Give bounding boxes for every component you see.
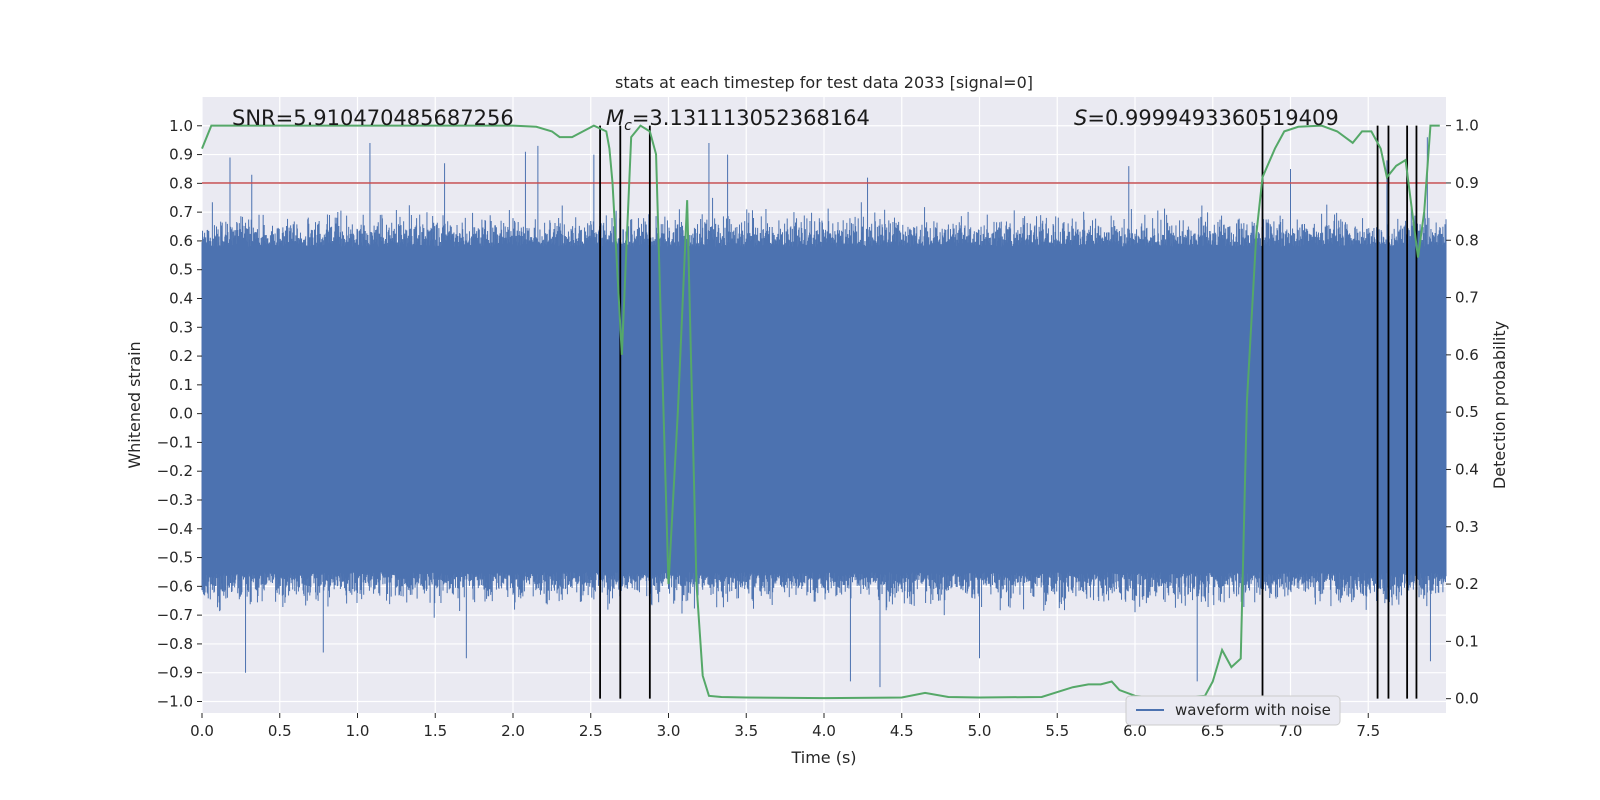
- y-left-tick-label: −0.2: [157, 462, 193, 480]
- y-right-tick-label: 0.0: [1455, 690, 1479, 708]
- x-tick-label: 1.5: [423, 722, 447, 740]
- y-right-tick-label: 0.5: [1455, 403, 1479, 421]
- y-axis-left-label: Whitened strain: [125, 341, 144, 468]
- event-markers: [599, 125, 1418, 699]
- y-left-tick-label: −0.7: [157, 606, 193, 624]
- chirp-mass-symbol: M: [606, 106, 624, 130]
- y-right-tick-label: 0.4: [1455, 460, 1479, 478]
- y-right-tick-label: 0.9: [1455, 174, 1479, 192]
- chirp-mass-annotation: Mc=3.131113052368164: [606, 106, 870, 134]
- chirp-mass-value: =3.131113052368164: [632, 106, 870, 130]
- x-tick-label: 5.0: [968, 722, 992, 740]
- y-left-tick-label: 0.6: [169, 232, 193, 250]
- y-left-tick-label: −0.4: [157, 520, 193, 538]
- snr-annotation: SNR=5.910470485687256: [232, 106, 514, 130]
- x-tick-label: 7.5: [1356, 722, 1380, 740]
- y-left-tick-label: 0.1: [169, 376, 193, 394]
- y-left-tick-label: −0.5: [157, 549, 193, 567]
- y-left-tick-label: −0.9: [157, 664, 193, 682]
- x-tick-label: 3.0: [657, 722, 681, 740]
- y-left-tick-label: 0.4: [169, 289, 193, 307]
- chart-title: stats at each timestep for test data 203…: [615, 73, 1033, 92]
- y-left-tick-label: −0.3: [157, 491, 193, 509]
- x-tick-label: 2.0: [501, 722, 525, 740]
- y-right-tick-label: 1.0: [1455, 117, 1479, 135]
- x-tick-label: 1.0: [346, 722, 370, 740]
- x-axis-ticks: 0.0 0.5 1.0 1.5 2.0 2.5 3.0 3.5 4.0 4.5 5.0 5.5 6.0 6…: [190, 713, 1380, 740]
- score-annotation: S=0.9999493360519409: [1074, 106, 1339, 130]
- x-tick-label: 6.5: [1201, 722, 1225, 740]
- y-left-tick-label: −0.1: [157, 433, 193, 451]
- y-axis-left-ticks: 1.0 0.9 0.8 0.7 0.6 0.5 0.4 0.3 0.2 0.1 0.0 −0.1 −0.…: [157, 117, 202, 710]
- y-left-tick-label: 1.0: [169, 117, 193, 135]
- y-right-tick-label: 0.1: [1455, 632, 1479, 650]
- y-right-tick-label: 0.6: [1455, 346, 1479, 364]
- score-value: =0.9999493360519409: [1087, 106, 1338, 130]
- x-tick-label: 5.5: [1045, 722, 1069, 740]
- y-right-tick-label: 0.3: [1455, 518, 1479, 536]
- y-axis-right-ticks: 1.0 0.9 0.8 0.7 0.6 0.5 0.4 0.3 0.2 0.1 0.0: [1446, 117, 1479, 708]
- waveform-series: [201, 137, 1447, 688]
- x-tick-label: 0.0: [190, 722, 214, 740]
- legend-waveform-label: waveform with noise: [1175, 701, 1331, 719]
- y-left-tick-label: 0.2: [169, 347, 193, 365]
- y-left-tick-label: 0.9: [169, 146, 193, 164]
- y-left-tick-label: 0.0: [169, 405, 193, 423]
- y-left-tick-label: 0.5: [169, 261, 193, 279]
- waveform-line: [201, 137, 1447, 688]
- detection-probability-line: [201, 124, 1440, 700]
- x-tick-label: 4.0: [812, 722, 836, 740]
- chirp-mass-subscript: c: [624, 118, 632, 134]
- y-right-tick-label: 0.7: [1455, 289, 1479, 307]
- y-left-tick-label: −1.0: [157, 692, 193, 710]
- detection-probability-series: [201, 124, 1440, 700]
- score-symbol: S: [1074, 106, 1087, 130]
- x-tick-label: 2.5: [579, 722, 603, 740]
- x-tick-label: 6.0: [1123, 722, 1147, 740]
- y-left-tick-label: 0.7: [169, 203, 193, 221]
- y-right-tick-label: 0.2: [1455, 575, 1479, 593]
- y-axis-right-label: Detection probability: [1490, 321, 1509, 489]
- y-left-tick-label: 0.8: [169, 174, 193, 192]
- x-tick-label: 4.5: [890, 722, 914, 740]
- x-tick-label: 0.5: [268, 722, 292, 740]
- y-left-tick-label: −0.8: [157, 635, 193, 653]
- legend-box: [1125, 695, 1341, 726]
- legend: waveform with noise: [1125, 695, 1341, 726]
- x-tick-label: 7.0: [1279, 722, 1303, 740]
- x-axis-label: Time (s): [790, 748, 856, 767]
- x-tick-label: 3.5: [734, 722, 758, 740]
- y-right-tick-label: 0.8: [1455, 231, 1479, 249]
- y-left-tick-label: 0.3: [169, 318, 193, 336]
- y-left-tick-label: −0.6: [157, 577, 193, 595]
